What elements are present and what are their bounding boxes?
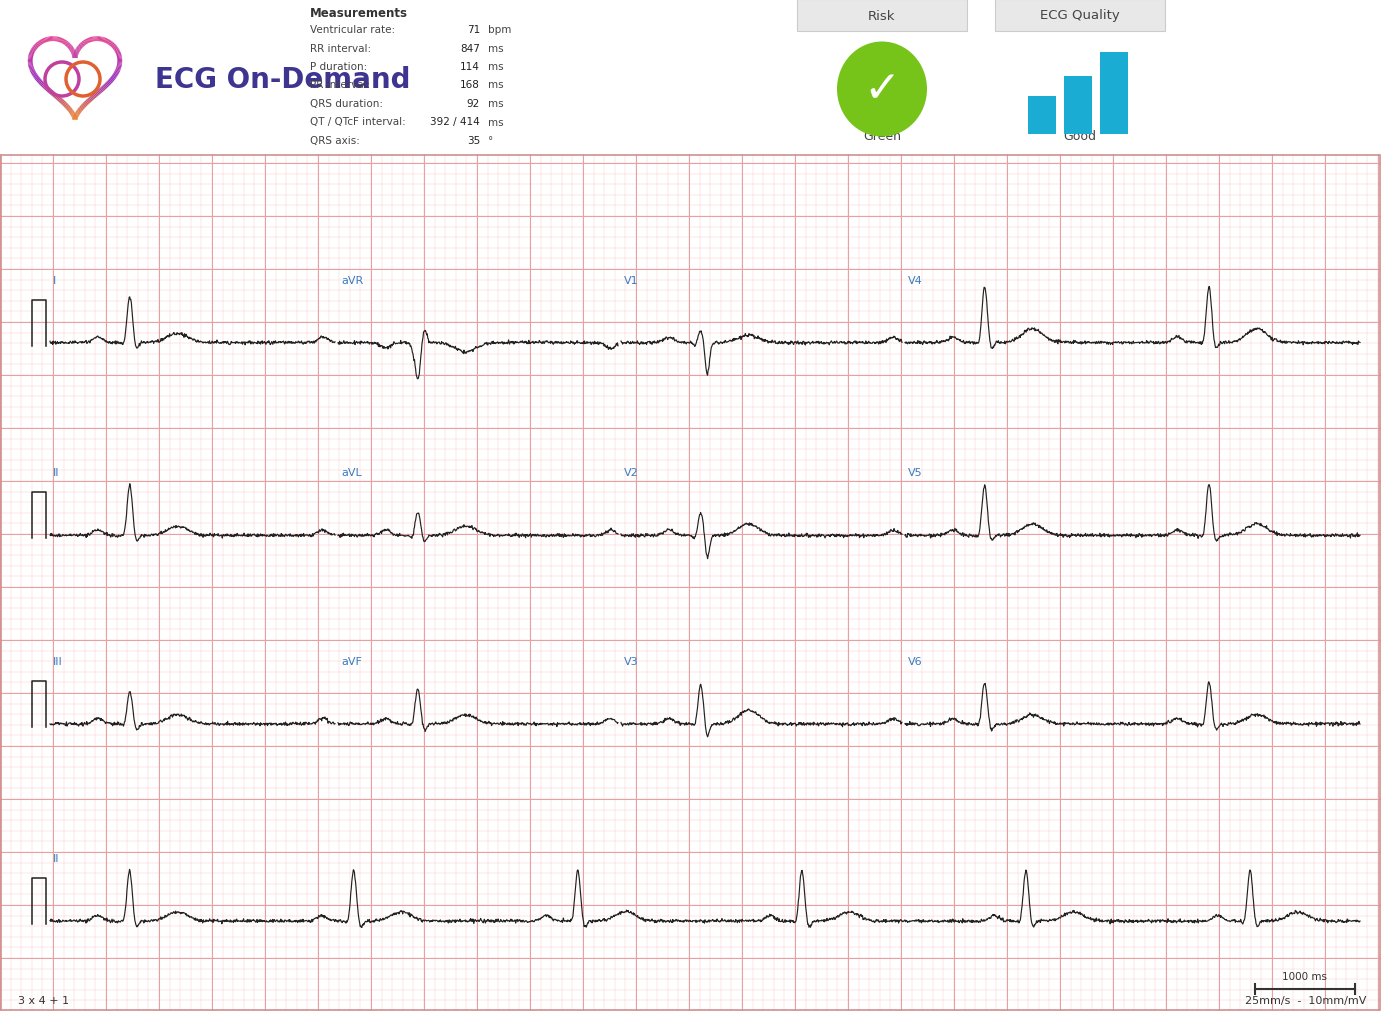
Text: aVR: aVR <box>341 275 363 285</box>
Text: III: III <box>52 656 62 666</box>
Text: ms: ms <box>487 43 504 54</box>
Text: QRS duration:: QRS duration: <box>309 99 383 109</box>
Text: RR interval:: RR interval: <box>309 43 371 54</box>
Text: 3 x 4 + 1: 3 x 4 + 1 <box>18 995 69 1005</box>
Text: 114: 114 <box>460 62 481 72</box>
Text: ms: ms <box>487 81 504 90</box>
Text: Measurements: Measurements <box>309 7 407 20</box>
Text: 71: 71 <box>467 25 481 35</box>
Text: aVL: aVL <box>341 468 362 478</box>
Text: Green: Green <box>863 129 900 143</box>
Text: II: II <box>52 853 59 863</box>
Text: ms: ms <box>487 62 504 72</box>
Bar <box>1027 97 1056 134</box>
Text: ms: ms <box>487 117 504 127</box>
Text: QRS axis:: QRS axis: <box>309 135 360 146</box>
Text: ms: ms <box>487 99 504 109</box>
Text: ECG Quality: ECG Quality <box>1040 9 1120 22</box>
Text: 392 / 414: 392 / 414 <box>431 117 481 127</box>
Text: Risk: Risk <box>869 9 896 22</box>
Text: aVF: aVF <box>341 656 362 666</box>
Text: 25mm/s  -  10mm/mV: 25mm/s - 10mm/mV <box>1244 995 1366 1005</box>
Text: 35: 35 <box>467 135 481 146</box>
Text: 847: 847 <box>460 43 481 54</box>
Text: V6: V6 <box>907 656 923 666</box>
Text: V5: V5 <box>907 468 923 478</box>
Ellipse shape <box>837 42 927 137</box>
Text: QT / QTcF interval:: QT / QTcF interval: <box>309 117 406 127</box>
Text: Good: Good <box>1063 129 1097 143</box>
Text: V3: V3 <box>624 656 638 666</box>
Text: 168: 168 <box>460 81 481 90</box>
Text: II: II <box>52 468 59 478</box>
Text: Ventricular rate:: Ventricular rate: <box>309 25 395 35</box>
Text: V4: V4 <box>907 275 923 285</box>
FancyBboxPatch shape <box>994 0 1166 32</box>
Text: V2: V2 <box>624 468 639 478</box>
Bar <box>1063 77 1092 134</box>
Text: PR interval:: PR interval: <box>309 81 370 90</box>
Text: 1000 ms: 1000 ms <box>1283 971 1327 981</box>
Text: ✓: ✓ <box>863 69 900 111</box>
Text: I: I <box>52 275 57 285</box>
Bar <box>1101 53 1128 134</box>
Text: V1: V1 <box>624 275 638 285</box>
Text: bpm: bpm <box>487 25 511 35</box>
FancyBboxPatch shape <box>797 0 967 32</box>
Text: 92: 92 <box>467 99 481 109</box>
Text: P duration:: P duration: <box>309 62 367 72</box>
Text: °: ° <box>487 135 493 146</box>
Text: ECG On-Demand: ECG On-Demand <box>155 66 410 94</box>
